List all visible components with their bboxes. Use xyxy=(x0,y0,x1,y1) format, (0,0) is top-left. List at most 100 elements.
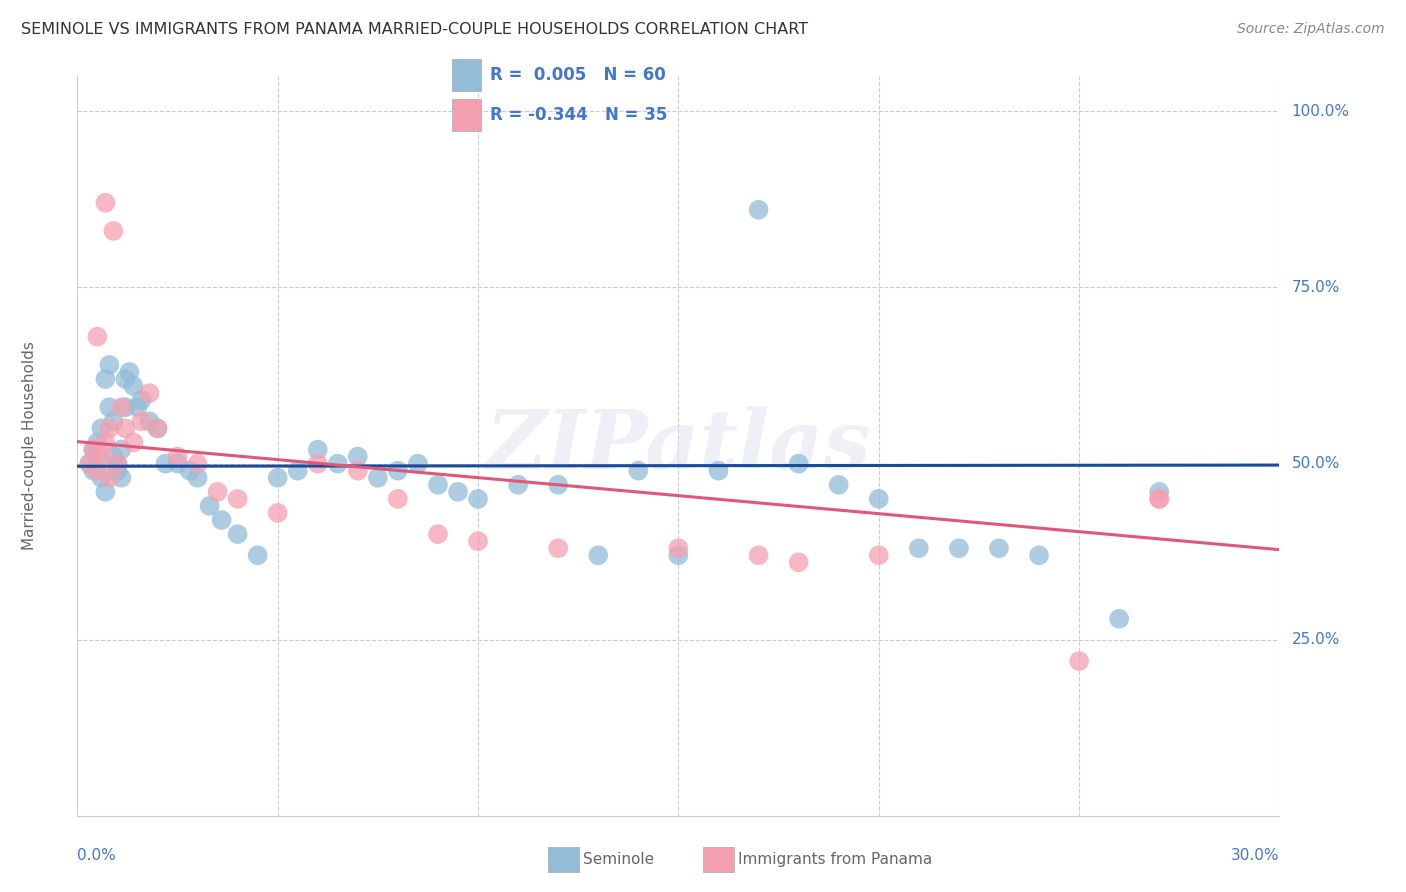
Point xyxy=(508,477,530,491)
Text: Married-couple Households: Married-couple Households xyxy=(21,342,37,550)
Point xyxy=(122,379,145,393)
Point xyxy=(427,527,450,541)
Text: R =  0.005   N = 60: R = 0.005 N = 60 xyxy=(491,66,666,84)
Point xyxy=(110,442,132,457)
Text: 25.0%: 25.0% xyxy=(1292,632,1340,648)
Point xyxy=(627,464,650,478)
Point xyxy=(1149,491,1171,506)
Text: ZIPatlas: ZIPatlas xyxy=(485,406,872,486)
Point xyxy=(908,541,931,556)
Point xyxy=(94,372,117,386)
Point xyxy=(1069,654,1091,668)
Point xyxy=(198,499,221,513)
Text: Source: ZipAtlas.com: Source: ZipAtlas.com xyxy=(1237,22,1385,37)
Point xyxy=(166,450,188,464)
Point xyxy=(267,506,290,520)
Point xyxy=(207,484,229,499)
Point xyxy=(868,549,890,563)
Point xyxy=(588,549,610,563)
Point xyxy=(707,464,730,478)
Point xyxy=(90,471,112,485)
Point xyxy=(82,464,104,478)
Point xyxy=(246,549,269,563)
Point xyxy=(287,464,309,478)
Point xyxy=(367,471,389,485)
Text: 100.0%: 100.0% xyxy=(1292,103,1350,119)
Point xyxy=(186,457,209,471)
Point xyxy=(347,450,370,464)
Point xyxy=(98,471,121,485)
Point xyxy=(103,224,125,238)
Point xyxy=(155,457,177,471)
Point xyxy=(307,442,329,457)
Point xyxy=(127,401,149,415)
Point xyxy=(226,491,249,506)
Point xyxy=(1028,549,1050,563)
Point xyxy=(467,491,489,506)
Point xyxy=(186,471,209,485)
Point xyxy=(79,457,101,471)
Point xyxy=(787,457,810,471)
Point xyxy=(114,421,136,435)
Bar xyxy=(451,99,481,131)
Point xyxy=(79,457,101,471)
Bar xyxy=(451,59,481,91)
Point xyxy=(427,477,450,491)
Point xyxy=(1149,484,1171,499)
Point xyxy=(86,329,108,343)
Text: SEMINOLE VS IMMIGRANTS FROM PANAMA MARRIED-COUPLE HOUSEHOLDS CORRELATION CHART: SEMINOLE VS IMMIGRANTS FROM PANAMA MARRI… xyxy=(21,22,808,37)
Point xyxy=(94,484,117,499)
Point xyxy=(82,442,104,457)
Point xyxy=(267,471,290,485)
Point xyxy=(447,484,470,499)
Point xyxy=(90,421,112,435)
Point xyxy=(226,527,249,541)
Point xyxy=(1108,612,1130,626)
Point xyxy=(467,534,489,549)
Point xyxy=(988,541,1011,556)
Point xyxy=(387,464,409,478)
Point xyxy=(948,541,970,556)
Point xyxy=(107,464,129,478)
Point xyxy=(1149,491,1171,506)
Text: 75.0%: 75.0% xyxy=(1292,280,1340,295)
Point xyxy=(110,401,132,415)
Text: 50.0%: 50.0% xyxy=(1292,456,1340,471)
Point xyxy=(107,457,129,471)
Point xyxy=(98,358,121,372)
Point xyxy=(82,442,104,457)
Text: 0.0%: 0.0% xyxy=(77,848,117,863)
Point xyxy=(166,457,188,471)
Point xyxy=(748,549,770,563)
Point xyxy=(868,491,890,506)
Point xyxy=(94,435,117,450)
Point xyxy=(211,513,233,527)
Point xyxy=(138,414,160,428)
Point xyxy=(828,477,851,491)
Point xyxy=(787,555,810,569)
Point xyxy=(114,401,136,415)
Point xyxy=(103,414,125,428)
Point xyxy=(146,421,169,435)
Text: R = -0.344   N = 35: R = -0.344 N = 35 xyxy=(491,106,668,124)
Point xyxy=(131,393,153,408)
Point xyxy=(668,541,690,556)
Point xyxy=(326,457,349,471)
Point xyxy=(122,435,145,450)
Point xyxy=(94,195,117,210)
Point xyxy=(138,386,160,401)
Point xyxy=(107,457,129,471)
Point xyxy=(114,372,136,386)
Text: Immigrants from Panama: Immigrants from Panama xyxy=(738,853,932,867)
Point xyxy=(86,435,108,450)
Point xyxy=(179,464,201,478)
Point xyxy=(86,464,108,478)
Point xyxy=(387,491,409,506)
Point xyxy=(90,450,112,464)
Point xyxy=(146,421,169,435)
Text: 30.0%: 30.0% xyxy=(1232,848,1279,863)
Point xyxy=(347,464,370,478)
Point xyxy=(131,414,153,428)
Point xyxy=(118,365,141,379)
Point xyxy=(110,471,132,485)
